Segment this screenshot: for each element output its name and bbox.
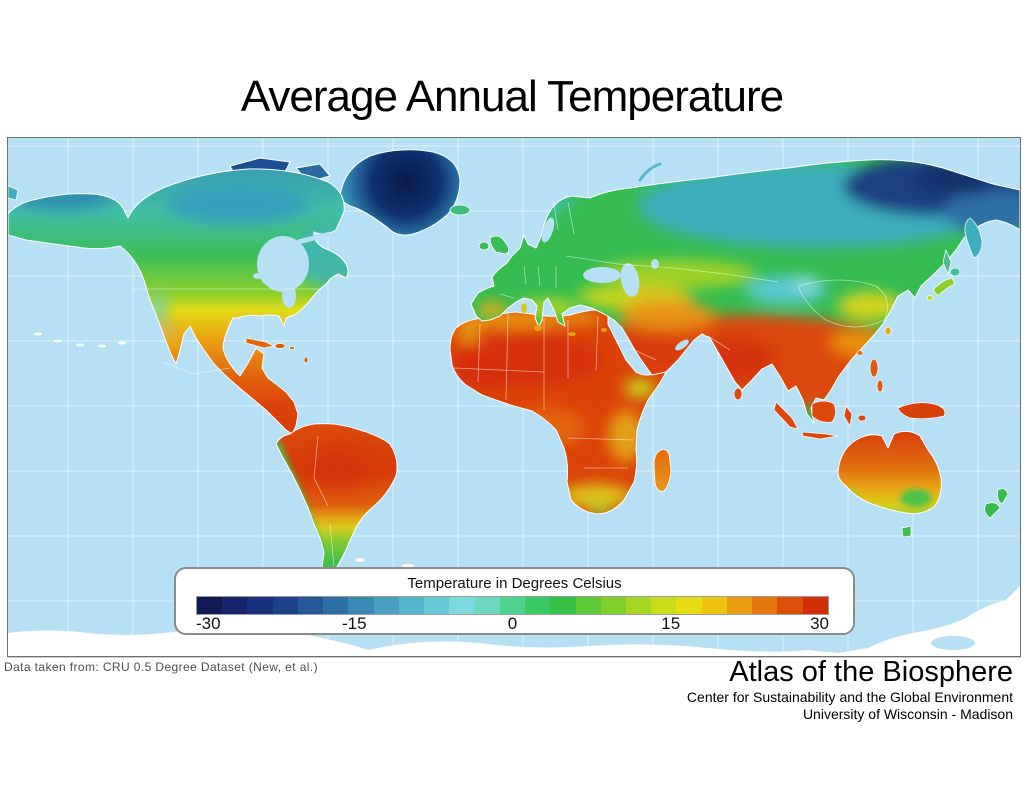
legend-tick: 0 — [507, 614, 518, 633]
chukotka-sliver — [8, 185, 19, 201]
credit-subtitle-2: University of Wisconsin - Madison — [802, 705, 1013, 722]
aleutian-islands — [34, 332, 126, 348]
credit-title: Atlas of the Biosphere — [729, 656, 1013, 688]
british-isles — [478, 235, 510, 255]
page-title: Average Annual Temperature — [240, 72, 784, 121]
inland-seas — [541, 217, 689, 351]
indonesia — [773, 400, 946, 440]
legend-title: Temperature in Degrees Celsius — [407, 575, 622, 592]
legend-tick: -15 — [341, 614, 367, 633]
legend-ticks: -30 -15 0 15 30 — [196, 614, 829, 634]
hudson-bay — [257, 236, 309, 292]
data-source-note: Data taken from: CRU 0.5 Degree Dataset … — [4, 660, 318, 674]
great-lakes — [253, 273, 285, 284]
legend-tick: 30 — [810, 614, 829, 633]
mediterranean-islands — [521, 303, 607, 336]
country-borders — [132, 197, 888, 567]
caribbean-islands — [245, 337, 309, 364]
novaya-zemlya — [638, 162, 662, 182]
map-legend: Temperature in Degrees Celsius -30 -15 0… — [174, 567, 855, 635]
new-zealand — [984, 488, 1009, 519]
credit-subtitle-1: Center for Sustainability and the Global… — [686, 688, 1013, 705]
legend-colorbar — [196, 596, 829, 615]
antarctica — [8, 558, 1020, 656]
legend-tick: -30 — [196, 614, 221, 633]
tasmania — [901, 525, 912, 538]
greenland — [339, 149, 471, 236]
east-asia-islands — [733, 217, 983, 401]
madagascar — [653, 449, 672, 492]
credit-block: Atlas of the Biosphere Center for Sustai… — [686, 656, 1013, 723]
legend-tick: 15 — [661, 614, 681, 633]
